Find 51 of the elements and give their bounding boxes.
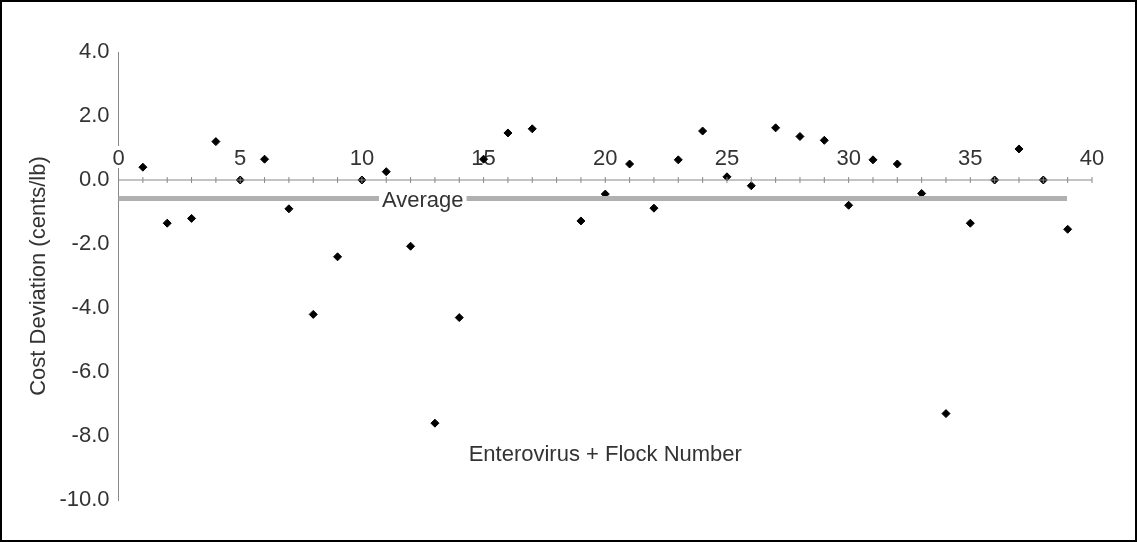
- point: [698, 126, 708, 136]
- point: [771, 123, 781, 133]
- y-tick-label: 2.0: [78, 102, 110, 128]
- y-tick-label: -10.0: [59, 486, 110, 512]
- x-tick-label: 10: [349, 145, 375, 171]
- point: [308, 309, 318, 319]
- point: [430, 418, 440, 428]
- point: [625, 159, 635, 169]
- point: [454, 313, 464, 323]
- ref-line-label: Average: [381, 186, 464, 212]
- point: [844, 200, 854, 210]
- point: [211, 137, 221, 147]
- point: [576, 216, 586, 226]
- point: [746, 181, 756, 191]
- point: [795, 131, 805, 141]
- point: [649, 203, 659, 213]
- y-tick-label: -4.0: [71, 294, 110, 320]
- y-tick-label: -2.0: [71, 230, 110, 256]
- point: [503, 128, 513, 138]
- x-tick-label: 0: [112, 145, 125, 171]
- point: [892, 159, 902, 169]
- x-tick-label: 35: [958, 145, 983, 171]
- point: [333, 252, 343, 262]
- x-tick-label: 15: [471, 145, 496, 171]
- point: [284, 204, 294, 214]
- x-tick-label: 5: [234, 145, 247, 171]
- y-axis-title: Cost Deviation (cents/lb): [25, 156, 51, 396]
- y-tick-label: 4.0: [78, 38, 110, 64]
- point: [941, 409, 951, 419]
- point: [260, 154, 270, 164]
- point: [187, 213, 197, 223]
- point: [819, 135, 829, 145]
- x-tick-label: 30: [836, 145, 861, 171]
- x-tick-label: 40: [1079, 145, 1105, 171]
- x-axis-title: Enterovirus + Flock Number: [468, 441, 742, 467]
- point: [381, 167, 391, 177]
- point: [868, 155, 878, 165]
- point: [673, 155, 683, 165]
- point: [162, 218, 172, 228]
- point: [965, 218, 975, 228]
- x-tick-label: 20: [593, 145, 618, 171]
- y-tick-label: 0.0: [78, 166, 110, 192]
- y-tick-label: -6.0: [71, 358, 110, 384]
- point: [722, 172, 732, 182]
- point: [1063, 224, 1073, 234]
- y-tick-label: -8.0: [71, 422, 110, 448]
- point: [406, 241, 416, 251]
- point: [1014, 144, 1024, 154]
- point: [527, 124, 537, 134]
- point: [138, 162, 148, 172]
- x-tick-label: 25: [714, 145, 740, 171]
